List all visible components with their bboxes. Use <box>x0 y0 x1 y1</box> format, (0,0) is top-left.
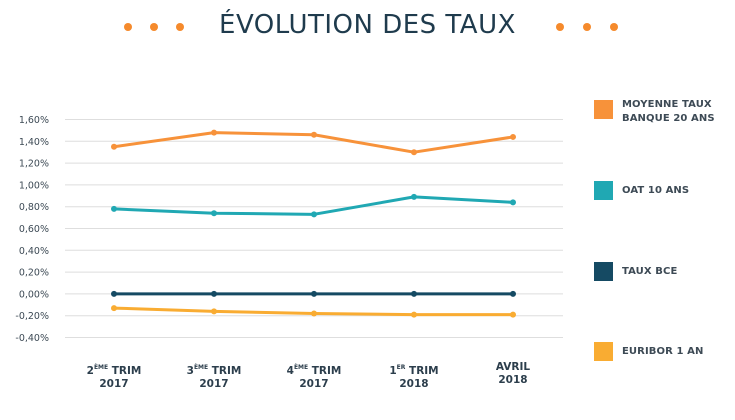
data-point <box>411 193 417 200</box>
legend-item: OAT 10 ANS <box>594 181 689 200</box>
legend-item: EURIBOR 1 AN <box>594 342 703 361</box>
decorative-dot-icon <box>176 23 184 31</box>
chart-header: ÉVOLUTION DES TAUX <box>0 0 735 60</box>
data-point <box>510 133 516 140</box>
y-tick-label: 0,00% <box>19 289 49 300</box>
decorative-dot-icon <box>583 23 591 31</box>
legend-swatch <box>594 262 613 281</box>
data-point <box>211 290 217 297</box>
data-point <box>311 131 317 138</box>
y-axis-ticks: 1,60% 1,40% 1,20% 1,00% 0,80% 0,60% 0,40% 0,20%… <box>15 115 49 344</box>
y-tick-label: -0,20% <box>15 311 49 322</box>
y-tick-label: 0,40% <box>19 246 49 257</box>
legend-swatch <box>594 181 613 200</box>
legend-label: EURIBOR 1 AN <box>622 346 704 357</box>
legend-item: MOYENNE TAUX BANQUE 20 ANS <box>594 99 732 126</box>
data-point <box>510 199 516 206</box>
x-tick-label: AVRIL 2018 <box>495 361 531 386</box>
decorative-dot-icon <box>150 23 158 31</box>
data-point <box>111 143 117 150</box>
y-tick-label: 1,00% <box>19 180 49 191</box>
data-point <box>111 305 117 312</box>
y-tick-label: -0,40% <box>15 333 49 344</box>
x-tick-label: 3ÈME TRIM 2017 <box>186 364 242 390</box>
chart-title: ÉVOLUTION DES TAUX <box>219 10 516 40</box>
legend-label: MOYENNE TAUX BANQUE 20 ANS <box>622 99 715 124</box>
y-tick-label: 1,40% <box>19 137 49 148</box>
legend-swatch <box>594 342 613 361</box>
legend-swatch <box>594 100 613 119</box>
data-point <box>211 210 217 217</box>
decorative-dot-icon <box>556 23 564 31</box>
x-tick-label: 2ÈME TRIM 2017 <box>86 364 142 390</box>
data-point <box>311 290 317 297</box>
legend-label: TAUX BCE <box>622 266 678 277</box>
y-tick-label: 1,60% <box>19 115 49 126</box>
data-point <box>510 311 516 318</box>
data-point <box>311 211 317 218</box>
data-point <box>211 308 217 315</box>
grid-lines <box>65 119 563 338</box>
x-tick-label: 1ER TRIM 2018 <box>389 364 439 390</box>
series-lines <box>113 131 514 317</box>
data-point <box>411 149 417 156</box>
decorative-dot-icon <box>124 23 132 31</box>
data-point <box>510 290 516 297</box>
series-points <box>111 129 516 318</box>
y-tick-label: 0,80% <box>19 202 49 213</box>
y-tick-label: 0,20% <box>19 268 49 279</box>
decorative-dot-icon <box>610 23 618 31</box>
data-point <box>111 290 117 297</box>
data-point <box>411 290 417 297</box>
y-tick-label: 1,20% <box>19 159 49 170</box>
data-point <box>311 310 317 317</box>
x-tick-label: 4ÈME TRIM 2017 <box>286 364 342 390</box>
legend-item: TAUX BCE <box>594 262 677 281</box>
legend-label: OAT 10 ANS <box>622 185 690 196</box>
data-point <box>111 205 117 212</box>
y-tick-label: 0,60% <box>19 224 49 235</box>
data-point <box>211 129 217 136</box>
data-point <box>411 311 417 318</box>
